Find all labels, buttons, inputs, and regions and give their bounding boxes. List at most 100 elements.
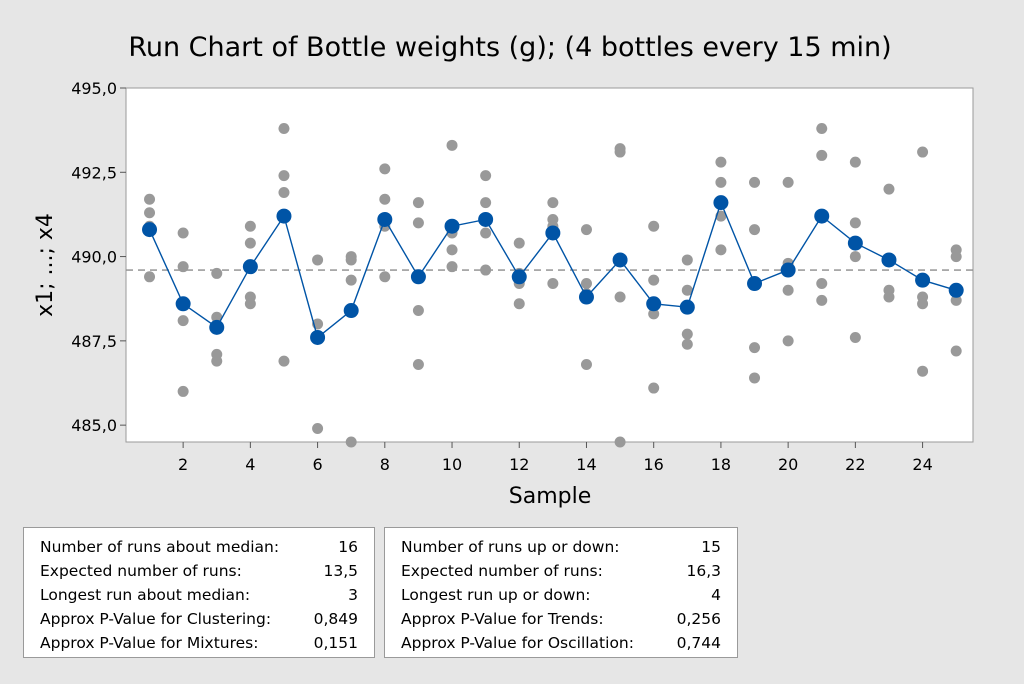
individual-point (681, 254, 693, 266)
individual-point (446, 139, 458, 151)
individual-point (681, 328, 693, 340)
individual-point (278, 187, 290, 199)
mean-point (915, 272, 931, 288)
y-tick-label: 490,0 (71, 248, 117, 267)
stat-value: 4 (711, 586, 721, 604)
x-tick-label: 10 (442, 455, 462, 474)
individual-point (480, 197, 492, 209)
mean-point (310, 329, 326, 345)
individual-point (782, 176, 794, 188)
mean-point (242, 259, 258, 275)
individual-point (211, 355, 223, 367)
individual-point (614, 146, 626, 158)
individual-point (749, 372, 761, 384)
stat-value: 16 (338, 538, 358, 556)
y-tick-label: 492,5 (71, 163, 117, 182)
individual-point (782, 335, 794, 347)
individual-point (177, 261, 189, 273)
individual-point (278, 355, 290, 367)
individual-point (648, 382, 660, 394)
mean-point (276, 208, 292, 224)
individual-point (950, 294, 962, 306)
stat-label: Approx P-Value for Trends: (401, 610, 604, 628)
individual-point (379, 163, 391, 175)
individual-point (480, 227, 492, 239)
individual-point (345, 254, 357, 266)
individual-point (278, 122, 290, 134)
individual-point (681, 338, 693, 350)
mean-point (747, 276, 763, 292)
individual-point (446, 261, 458, 273)
y-tick-label: 485,0 (71, 416, 117, 435)
individual-point (379, 193, 391, 205)
individual-point (244, 298, 256, 310)
stat-label: Longest run up or down: (401, 586, 591, 604)
stat-value: 3 (348, 586, 358, 604)
mean-point (410, 269, 426, 285)
individual-point (177, 227, 189, 239)
individual-point (144, 271, 156, 283)
stat-value: 0,256 (676, 610, 721, 628)
stat-label: Approx P-Value for Mixtures: (40, 634, 259, 652)
individual-point (749, 224, 761, 236)
stat-value: 0,744 (676, 634, 721, 652)
stat-label: Approx P-Value for Oscillation: (401, 634, 634, 652)
individual-point (144, 193, 156, 205)
x-tick-label: 12 (509, 455, 529, 474)
mean-point (545, 225, 561, 241)
x-tick-label: 18 (711, 455, 731, 474)
plot-area (125, 87, 974, 443)
individual-point (580, 224, 592, 236)
chart-title: Run Chart of Bottle weights (g); (4 bott… (128, 32, 891, 63)
mean-point (511, 269, 527, 285)
stat-value: 0,151 (313, 634, 358, 652)
individual-point (849, 251, 861, 263)
stat-row: Longest run about median: 3 (40, 583, 358, 607)
mean-point (612, 252, 628, 268)
individual-point (244, 237, 256, 249)
mean-point (713, 195, 729, 211)
mean-point (847, 235, 863, 251)
mean-point (646, 296, 662, 312)
individual-point (648, 274, 660, 286)
x-axis: 2 4 6 8 10 12 14 16 18 20 22 24 (178, 442, 933, 474)
x-tick-label: 2 (178, 455, 188, 474)
individual-point (580, 358, 592, 370)
runs-up-down-stats: Number of runs up or down: 15 Expected nu… (384, 527, 738, 658)
x-tick-label: 22 (845, 455, 865, 474)
individual-point (278, 170, 290, 182)
x-tick-label: 14 (576, 455, 596, 474)
stat-label: Number of runs up or down: (401, 538, 620, 556)
stat-row: Approx P-Value for Clustering: 0,849 (40, 607, 358, 631)
stat-value: 16,3 (686, 562, 721, 580)
run-chart: Run Chart of Bottle weights (g); (4 bott… (33, 32, 974, 509)
individual-point (177, 315, 189, 327)
y-tick-label: 487,5 (71, 332, 117, 351)
stat-row: Number of runs up or down: 15 (401, 535, 721, 559)
y-axis: 485,0 487,5 490,0 492,5 495,0 (71, 79, 126, 435)
stat-row: Expected number of runs: 13,5 (40, 559, 358, 583)
individual-point (749, 176, 761, 188)
stat-value: 0,849 (313, 610, 358, 628)
stat-row: Approx P-Value for Trends: 0,256 (401, 607, 721, 631)
individual-point (816, 149, 828, 161)
individual-point (816, 122, 828, 134)
individual-point (816, 278, 828, 290)
mean-point (780, 262, 796, 278)
individual-point (211, 311, 223, 323)
individual-point (648, 308, 660, 320)
individual-point (177, 385, 189, 397)
individual-point (749, 342, 761, 354)
mean-point (343, 303, 359, 319)
x-axis-label: Sample (509, 484, 592, 509)
x-tick-label: 20 (778, 455, 798, 474)
individual-point (480, 264, 492, 276)
mean-point (444, 218, 460, 234)
individual-point (211, 267, 223, 279)
individual-point (648, 220, 660, 232)
mean-point (679, 299, 695, 315)
x-tick-label: 4 (245, 455, 255, 474)
stat-value: 13,5 (323, 562, 358, 580)
individual-point (379, 271, 391, 283)
individual-point (513, 237, 525, 249)
